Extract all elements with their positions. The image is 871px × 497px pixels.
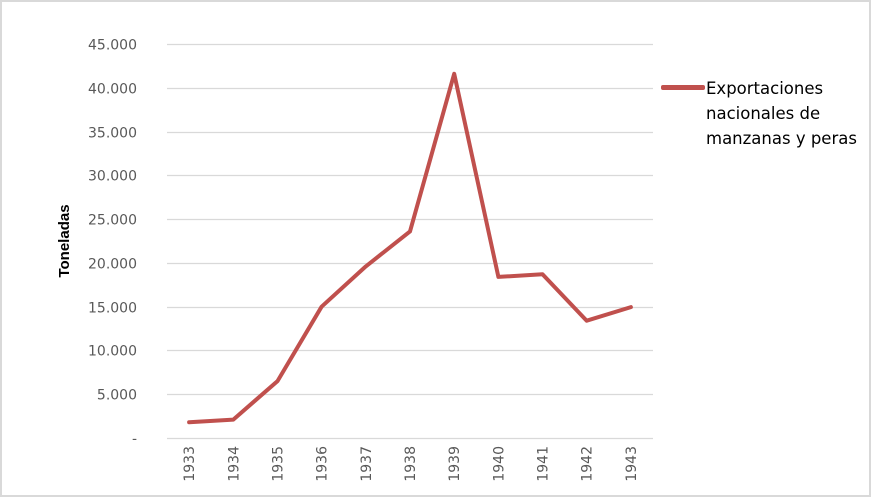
x-axis-ticks: 1933 1934 1935 1936 1937 1938 1939 1940 1941 1942… (182, 446, 640, 482)
gridlines (167, 43, 653, 440)
legend-swatch (661, 85, 705, 90)
legend-line-2: nacionales de (706, 104, 821, 123)
y-tick-label: 30.000 (88, 169, 137, 185)
legend-line-3: manzanas y peras (706, 129, 857, 148)
legend-entry: Exportaciones nacionales de manzanas y p… (706, 76, 871, 151)
y-tick-label: 40.000 (88, 82, 137, 98)
x-tick-label: 1935 (270, 446, 286, 482)
x-tick-label: 1934 (226, 446, 242, 482)
y-tick-label: 45.000 (88, 38, 137, 54)
x-tick-label: 1939 (447, 446, 463, 482)
x-tick-label: 1942 (580, 446, 596, 482)
y-tick-label: 15.000 (88, 301, 137, 317)
y-tick-label: 35.000 (88, 126, 137, 142)
y-tick-label: 25.000 (88, 213, 137, 229)
y-axis-label: Toneladas (56, 204, 73, 277)
series-line (187, 71, 633, 425)
x-tick-label: 1938 (403, 446, 419, 482)
y-axis-ticks: - 5.000 10.000 15.000 20.000 25.000 30.000 35.0… (88, 38, 137, 448)
x-tick-label: 1940 (491, 446, 507, 482)
x-tick-label: 1937 (359, 446, 375, 482)
x-tick-label: 1941 (536, 446, 552, 482)
y-tick-label: 5.000 (97, 388, 137, 404)
legend-line-1: Exportaciones (706, 79, 824, 98)
y-tick-label: 10.000 (88, 344, 137, 360)
y-tick-label: - (132, 432, 137, 448)
x-tick-label: 1936 (315, 446, 331, 482)
x-tick-label: 1943 (624, 446, 640, 482)
x-tick-label: 1933 (182, 446, 198, 482)
y-tick-label: 20.000 (88, 257, 137, 273)
